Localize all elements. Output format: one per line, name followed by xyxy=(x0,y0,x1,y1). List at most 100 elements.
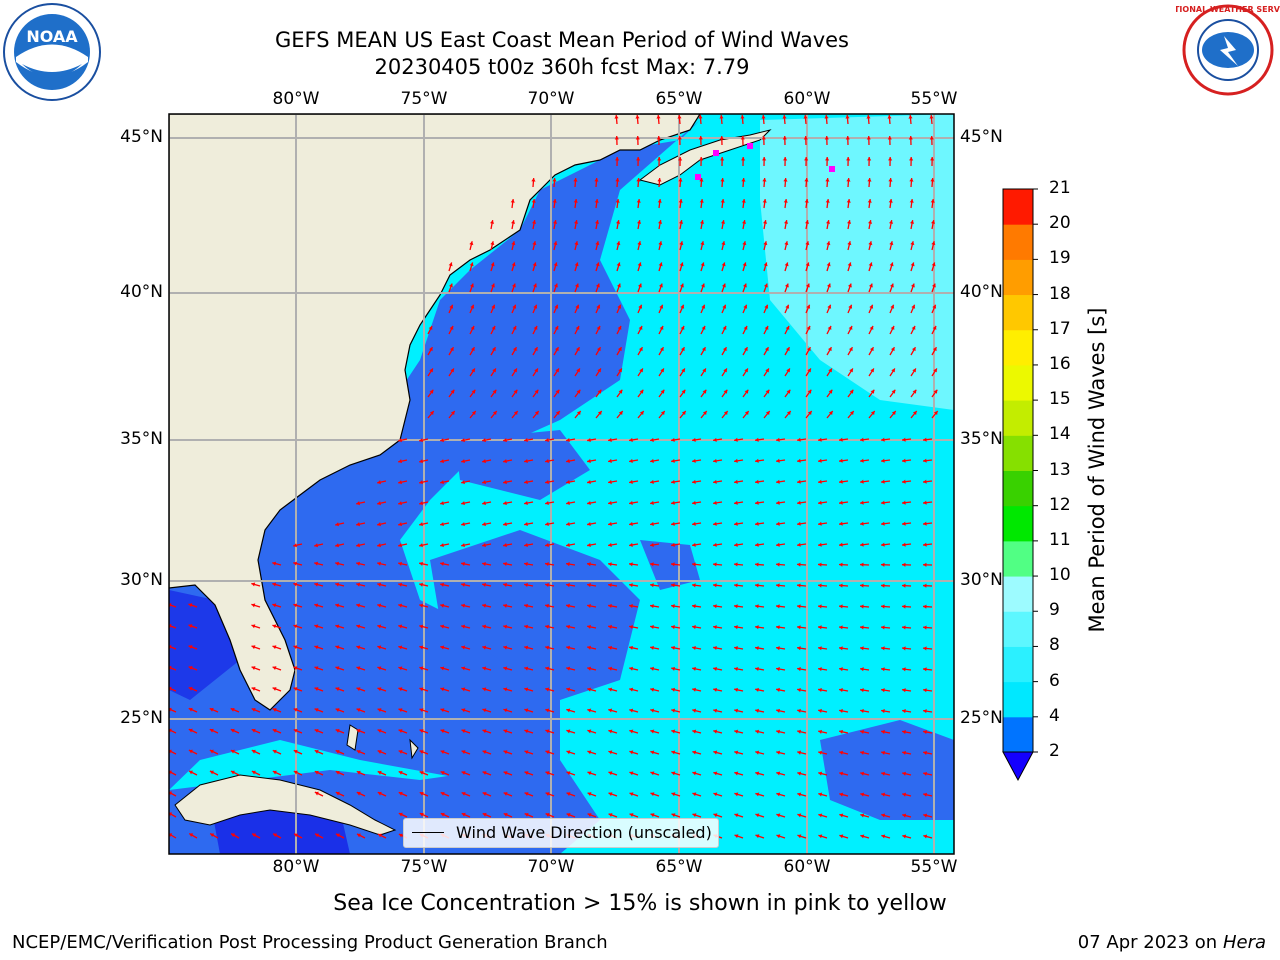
wind-arrow-head xyxy=(650,666,654,671)
wind-arrow-head xyxy=(763,283,768,288)
wind-arrow-head xyxy=(765,368,769,373)
wind-arrow-head xyxy=(741,157,746,161)
wind-arrow-head xyxy=(797,687,801,693)
wind-arrow-head xyxy=(797,458,801,463)
wind-arrow-head xyxy=(428,347,433,352)
wind-arrow-head xyxy=(818,521,822,526)
wind-arrow-head xyxy=(629,458,633,463)
wind-arrow-head xyxy=(169,812,173,817)
wind-arrow-head xyxy=(713,687,717,692)
wind-arrow-head xyxy=(692,583,696,588)
wind-arrow-head xyxy=(755,666,759,672)
wind-arrow-head xyxy=(596,304,601,309)
wind-arrow-head xyxy=(398,543,402,548)
wind-arrow-head xyxy=(554,347,559,352)
wind-arrow-head xyxy=(356,749,361,754)
wind-arrow-head xyxy=(335,770,340,775)
wind-arrow-head xyxy=(587,437,591,443)
wind-arrow-head xyxy=(881,437,885,442)
land-us xyxy=(169,114,701,711)
wind-arrow-head xyxy=(902,667,906,672)
wind-arrow-head xyxy=(272,645,277,650)
wind-arrow-head xyxy=(931,220,936,224)
wind-arrow-head xyxy=(923,583,927,588)
wind-arrow-head xyxy=(377,522,381,527)
wind-arrow-head xyxy=(890,325,895,330)
wind-arrow-head xyxy=(692,792,697,797)
wind-arrow-head xyxy=(699,157,704,161)
wind-arrow-head xyxy=(930,178,935,182)
wind-arrow-head xyxy=(909,157,914,161)
wind-arrow-head xyxy=(335,645,340,650)
wind-arrow-head xyxy=(440,750,445,754)
wind-arrow-head xyxy=(491,325,496,330)
lon-label-top: 60°W xyxy=(783,89,831,109)
wind-arrow-head xyxy=(888,157,893,161)
wind-arrow-head xyxy=(825,199,830,203)
wind-arrow-head xyxy=(461,480,465,485)
wind-arrow-head xyxy=(702,368,706,373)
wind-arrow-head xyxy=(677,136,682,140)
wind-arrow-head xyxy=(533,347,538,352)
wind-arrow-head xyxy=(743,304,748,309)
wind-arrow-head xyxy=(713,458,717,463)
wind-arrow-head xyxy=(828,368,832,373)
wind-arrow-head xyxy=(513,411,518,415)
wind-arrow-head xyxy=(419,708,424,713)
wind-arrow-head xyxy=(377,729,382,733)
colorbar-cell xyxy=(1003,576,1033,612)
wind-arrow-head xyxy=(723,389,728,394)
wind-arrow-head xyxy=(377,687,382,692)
wind-arrow-head xyxy=(335,603,340,608)
wind-arrow-head xyxy=(910,220,915,224)
wind-arrow-head xyxy=(891,368,895,373)
wind-arrow-head xyxy=(398,603,403,608)
wind-arrow-head xyxy=(251,728,256,733)
wind-arrow-head xyxy=(818,604,822,609)
wind-arrow-head xyxy=(818,688,822,693)
wind-arrow-head xyxy=(910,283,915,288)
wind-arrow-head xyxy=(555,389,560,394)
wind-arrow-head xyxy=(566,792,571,797)
lat-label-left: 25°N xyxy=(120,708,163,728)
wind-arrow-head xyxy=(503,708,508,713)
wind-arrow-head xyxy=(931,283,936,288)
wind-arrow-head xyxy=(448,262,453,267)
wind-arrow-head xyxy=(616,241,621,246)
wind-arrow-head xyxy=(902,458,906,463)
wind-arrow-head xyxy=(797,542,801,547)
wind-arrow-head xyxy=(797,708,801,713)
wind-arrow-head xyxy=(419,501,423,506)
wind-arrow-head xyxy=(576,411,581,415)
footer-right: 07 Apr 2023 on Hera xyxy=(1078,932,1266,953)
wind-arrow-head xyxy=(818,437,822,442)
wind-arrow-head xyxy=(419,459,423,464)
wind-arrow-head xyxy=(692,521,696,526)
wind-arrow-head xyxy=(744,368,748,373)
wind-arrow-head xyxy=(776,729,781,734)
wind-arrow-head xyxy=(755,646,759,651)
wind-arrow-head xyxy=(552,199,557,203)
wind-arrow-head xyxy=(755,708,759,713)
lon-label-top: 70°W xyxy=(527,89,575,109)
lon-label-bottom: 55°W xyxy=(910,857,958,877)
wind-arrow-head xyxy=(699,178,704,182)
wind-arrow-head xyxy=(503,624,508,629)
wind-arrow-head xyxy=(574,220,579,224)
wind-arrow-head xyxy=(461,561,465,566)
colorbar-cell xyxy=(1003,329,1033,366)
wind-arrow-head xyxy=(587,562,591,567)
wind-arrow-head xyxy=(335,791,340,796)
lat-label-left: 40°N xyxy=(120,282,163,302)
wind-arrow-head xyxy=(764,325,769,330)
wind-arrow-head xyxy=(587,750,592,755)
wind-arrow-head xyxy=(524,708,529,713)
wind-arrow-head xyxy=(671,500,675,505)
wind-arrow-head xyxy=(860,729,864,734)
wind-arrow-head xyxy=(471,389,476,394)
wind-arrow-head xyxy=(650,604,654,609)
wind-arrow-head xyxy=(629,792,634,797)
wind-arrow-head xyxy=(744,389,749,394)
wind-arrow-head xyxy=(923,771,927,776)
wind-arrow-head xyxy=(932,347,937,352)
